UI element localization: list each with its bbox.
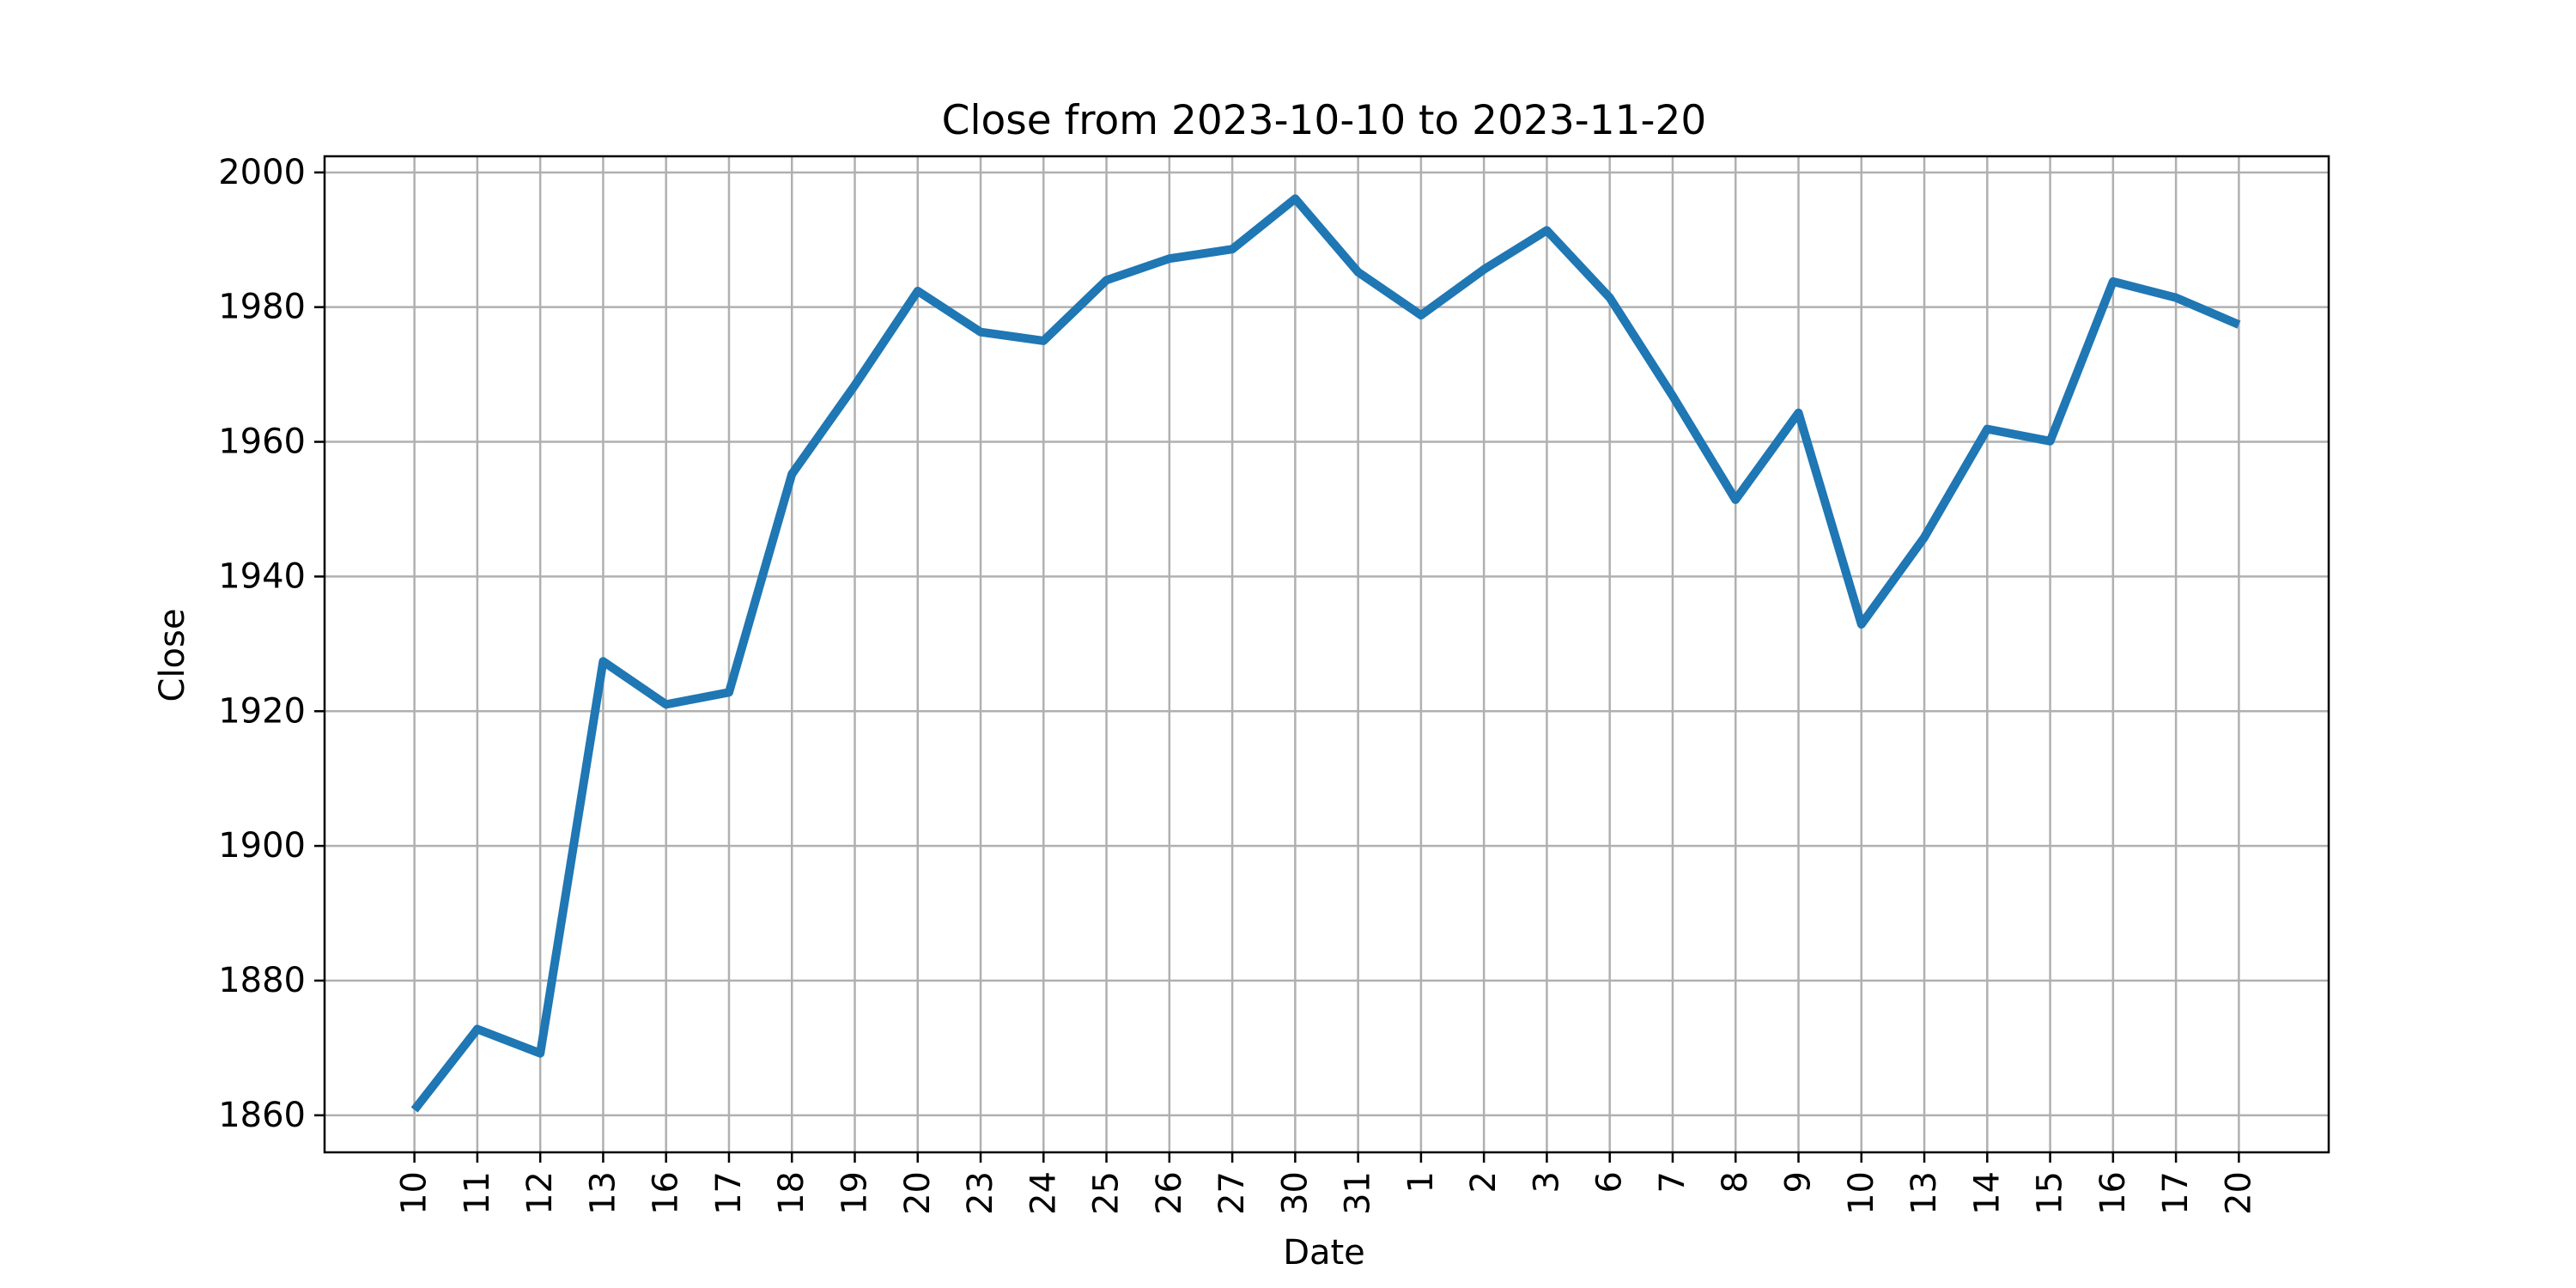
x-axis-label: Date: [1283, 1233, 1365, 1273]
x-tick-label: 11: [458, 1171, 497, 1215]
x-tick-label: 7: [1653, 1171, 1692, 1193]
x-tick-label: 27: [1212, 1171, 1252, 1215]
y-tick-label: 1900: [218, 826, 306, 866]
x-tick-label: 9: [1779, 1171, 1819, 1193]
y-tick-label: 1960: [218, 422, 306, 462]
x-tick-label: 20: [2219, 1171, 2258, 1215]
x-tick-label: 14: [1967, 1171, 2007, 1215]
x-tick-label: 19: [835, 1171, 874, 1215]
x-tick-label: 24: [1024, 1171, 1063, 1215]
x-tick-label: 10: [1842, 1171, 1881, 1215]
x-tick-label: 18: [772, 1171, 811, 1215]
x-tick-label: 2: [1464, 1171, 1504, 1193]
x-tick-label: 6: [1590, 1171, 1630, 1193]
y-axis-ticks: 1860 1880 1900 1920 1940 1960 1980 2000: [218, 153, 325, 1135]
close-series-line: [410, 194, 2241, 1113]
y-tick-label: 1880: [218, 961, 306, 1000]
x-tick-label: 16: [647, 1171, 686, 1215]
y-tick-label: 1940: [218, 556, 306, 596]
x-tick-label: 15: [2031, 1171, 2070, 1215]
plot-frame: [323, 155, 2330, 1154]
x-tick-label: 8: [1716, 1171, 1755, 1193]
y-tick-label: 1860: [218, 1096, 306, 1135]
y-tick-label: 2000: [218, 153, 306, 192]
x-tick-label: 13: [1905, 1171, 1944, 1215]
x-tick-label: 1: [1401, 1171, 1441, 1193]
x-tick-label: 13: [583, 1171, 623, 1215]
y-tick-label: 1920: [218, 691, 306, 731]
x-tick-label: 17: [2156, 1171, 2196, 1215]
x-tick-label: 31: [1339, 1171, 1378, 1215]
x-tick-label: 26: [1150, 1171, 1189, 1215]
grid-lines: [325, 156, 2329, 1152]
x-tick-label: 23: [961, 1171, 1000, 1215]
x-tick-label: 30: [1275, 1171, 1315, 1215]
y-tick-label: 1980: [218, 288, 306, 327]
x-tick-label: 10: [395, 1171, 434, 1215]
x-tick-label: 17: [709, 1171, 749, 1215]
x-tick-label: 16: [2093, 1171, 2133, 1215]
x-tick-label: 12: [520, 1171, 560, 1215]
x-tick-label: 25: [1087, 1171, 1127, 1215]
y-axis-label: Close: [153, 609, 192, 702]
x-tick-label: 3: [1527, 1171, 1566, 1193]
x-axis-ticks: 10 11 12 13 16 17 18 19 20 23 24 25 26 27 30 31 1 2 3 6 7 8 9 1…: [395, 1152, 2258, 1215]
chart-title: Close from 2023-10-10 to 2023-11-20: [942, 97, 1707, 144]
x-tick-label: 20: [898, 1171, 938, 1215]
